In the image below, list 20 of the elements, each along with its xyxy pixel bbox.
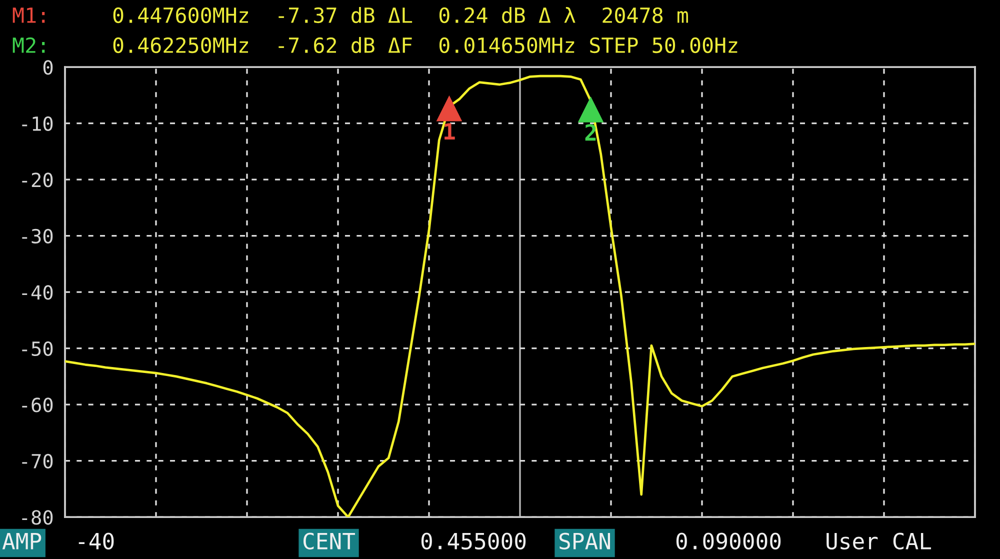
- y-tick-label: -80: [22, 510, 53, 525]
- text: -40: [78, 532, 114, 550]
- series-label: 2: [585, 124, 596, 141]
- text: SPAN: [560, 532, 610, 550]
- y-tick-label: 0: [43, 60, 53, 75]
- text: CENT: [304, 532, 356, 550]
- y-tick-label: -20: [22, 172, 53, 188]
- y-tick-label: -40: [22, 285, 53, 300]
- text: M2: 0.462250MHz -7.62 dB ΔF 0.014650MHz STEP 50.00Hz: [12, 36, 738, 54]
- y-tick-label: -10: [22, 116, 53, 132]
- text: 0.455000: [421, 532, 526, 550]
- y-tick-label: -50: [22, 341, 53, 356]
- y-tick-label: -70: [22, 454, 53, 469]
- y-tick-label: -30: [22, 228, 53, 244]
- chart-title: M1: 0.447600MHz -7.37 dB ΔL 0.24 dB Δ λ 20478 m: [12, 6, 688, 24]
- text: AMP: [2, 532, 42, 550]
- text: User CAL: [826, 532, 932, 550]
- series-label: 1: [444, 123, 455, 140]
- y-tick-label: -60: [22, 398, 53, 412]
- text: 0.090000: [676, 532, 781, 550]
